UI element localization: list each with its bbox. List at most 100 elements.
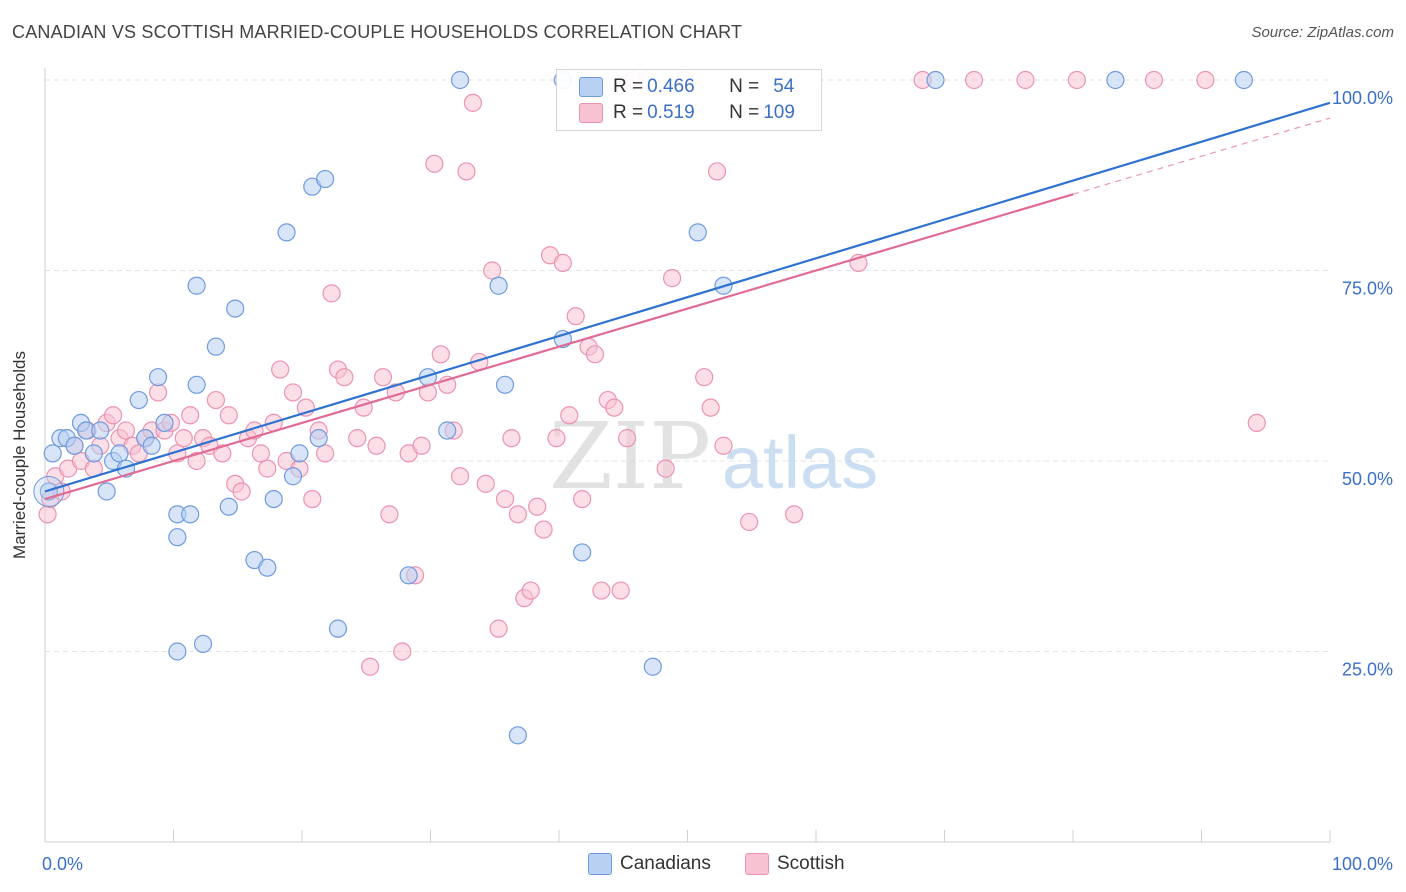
canadians-r-label: R = — [613, 76, 644, 97]
scottish-point — [187, 451, 206, 471]
scottish-point — [251, 444, 270, 463]
canadian-point — [187, 276, 206, 295]
scottish-point — [585, 345, 605, 364]
scottish-point — [206, 390, 226, 410]
scottish-point — [483, 261, 502, 280]
scottish-point — [322, 284, 341, 303]
canadians-trend-line — [44, 101, 1331, 493]
canadian-point — [43, 444, 62, 463]
scottish-point — [412, 436, 431, 455]
scottish-point — [181, 406, 200, 425]
scottish-point — [425, 154, 444, 173]
canadian-point — [643, 657, 662, 676]
canadians-swatch — [579, 77, 603, 97]
canadian-point — [155, 413, 174, 432]
scottish-point — [508, 505, 527, 524]
scottish-swatch — [579, 103, 603, 123]
canadian-point — [168, 642, 187, 661]
canadian-point — [264, 490, 283, 509]
scottish-points — [38, 70, 1266, 676]
canadian-point — [438, 421, 457, 440]
canadian-point — [290, 444, 309, 463]
scottish-point — [547, 429, 566, 448]
canadian-point — [168, 528, 187, 547]
canadian-point — [226, 299, 245, 318]
scottish-point — [521, 581, 540, 600]
scottish-point — [367, 436, 386, 455]
legend-canadians-swatch — [588, 853, 612, 875]
scottish-r-label: R = — [613, 102, 644, 123]
grid-lines — [45, 79, 1330, 652]
scottish-point — [740, 512, 759, 532]
canadians-n-label: N = — [729, 76, 760, 97]
canadian-point — [283, 467, 303, 486]
source-label: Source: ZipAtlas.com — [1251, 24, 1394, 41]
scottish-point — [1247, 413, 1266, 432]
trend-lines — [44, 101, 1331, 501]
scottish-point — [528, 497, 547, 516]
scottish-point — [361, 657, 380, 676]
y-tick-label: 50.0% — [1342, 469, 1393, 489]
scottish-point — [174, 429, 193, 448]
canadians-r-value: 0.466 — [647, 76, 695, 97]
scottish-point — [573, 490, 592, 509]
canadian-point — [65, 436, 84, 455]
scottish-point — [258, 459, 277, 478]
canadian-point — [187, 375, 206, 394]
legend-canadians-label: Canadians — [620, 853, 711, 874]
x-tick-label: 100.0% — [1332, 854, 1393, 874]
scottish-point — [656, 459, 675, 478]
scottish-trend-extension — [1072, 117, 1331, 195]
canadian-point — [277, 223, 296, 242]
x-tick-label: 0.0% — [42, 854, 83, 874]
scottish-point — [964, 70, 984, 90]
scottish-point — [707, 162, 727, 181]
legend-scottish-swatch — [745, 853, 769, 875]
canadian-point-cluster — [33, 475, 65, 507]
scottish-point — [213, 444, 232, 463]
scottish-point — [232, 482, 251, 501]
scottish-point — [611, 581, 630, 600]
scottish-point — [1016, 70, 1035, 90]
scottish-point — [618, 429, 637, 448]
y-tick-label: 25.0% — [1342, 660, 1393, 680]
scottish-point — [393, 642, 412, 661]
scottish-point — [348, 429, 367, 448]
scottish-point — [592, 581, 611, 600]
canadian-point — [97, 482, 116, 501]
scottish-point — [450, 467, 470, 486]
chart-title: CANADIAN VS SCOTTISH MARRIED-COUPLE HOUS… — [12, 22, 743, 42]
canadian-point — [926, 70, 945, 90]
y-tick-label: 75.0% — [1342, 279, 1393, 299]
scottish-point — [695, 368, 714, 387]
scottish-point — [303, 490, 322, 509]
correlation-legend: R = 0.466 N = 54 R = 0.519 N = 109 — [556, 69, 822, 131]
scottish-point — [116, 421, 136, 440]
canadian-point — [573, 543, 592, 562]
canadian-point — [508, 726, 527, 745]
scottish-point — [560, 406, 579, 425]
legend-row-scottish: R = 0.519 N = 109 — [579, 101, 795, 125]
scottish-point — [476, 474, 495, 493]
watermark: ZIP atlas — [549, 403, 878, 510]
scottish-point — [553, 253, 572, 272]
canadian-point — [110, 444, 129, 463]
scottish-point — [380, 505, 399, 524]
canadian-point — [84, 444, 103, 463]
legend-scottish-label: Scottish — [777, 853, 845, 874]
watermark-atlas: atlas — [722, 421, 878, 504]
scottish-point — [148, 383, 168, 402]
canadian-point — [181, 505, 200, 524]
scottish-point — [489, 619, 508, 638]
scottish-point — [714, 436, 733, 455]
scottish-point — [38, 505, 57, 524]
canadian-point — [1234, 70, 1254, 90]
y-tick-label: 100.0% — [1332, 88, 1393, 108]
scottish-point — [701, 398, 720, 417]
scottish-point — [1196, 70, 1215, 90]
canadian-point — [206, 337, 226, 356]
scottish-point — [457, 162, 476, 181]
scottish-point — [495, 490, 515, 509]
canadian-point — [142, 436, 161, 455]
